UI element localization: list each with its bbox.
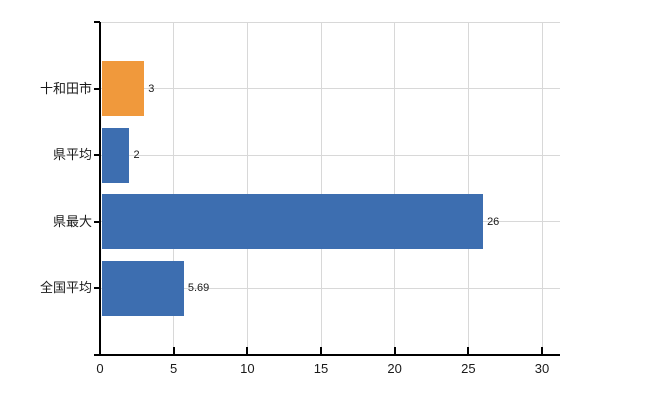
x-gridline: [320, 22, 322, 354]
x-axis-tick: [172, 347, 175, 354]
bar-十和田市: [102, 61, 145, 116]
x-tick-label: 0: [96, 361, 104, 376]
x-tick-label: 30: [534, 361, 550, 376]
x-tick-label: 5: [170, 361, 178, 376]
y-axis-tick: [94, 21, 100, 23]
y-gridline: [100, 154, 560, 156]
x-axis-line: [94, 354, 560, 356]
plot-top-border: [100, 21, 560, 23]
y-axis-line: [99, 22, 101, 356]
bar-value-label: 5.69: [187, 282, 210, 294]
category-label: 十和田市: [39, 80, 92, 96]
x-tick-label: 10: [240, 361, 255, 376]
bar-県最大: [102, 194, 484, 249]
y-axis-tick: [94, 87, 100, 90]
x-axis-tick: [393, 347, 396, 354]
bar-value-label: 26: [487, 215, 500, 228]
x-tick-label: 15: [313, 361, 329, 376]
x-gridline: [394, 22, 396, 354]
category-label: 県最大: [52, 213, 92, 229]
y-gridline: [100, 88, 560, 89]
y-axis-tick: [94, 154, 100, 156]
bar-value-label: 2: [133, 149, 140, 161]
x-gridline: [541, 22, 543, 354]
x-axis-tick: [541, 347, 543, 354]
x-axis-tick: [467, 347, 470, 354]
x-gridline: [173, 22, 175, 354]
bar-県平均: [102, 127, 130, 183]
category-label: 全国平均: [39, 280, 92, 295]
x-gridline: [467, 22, 469, 354]
bar-全国平均: [102, 260, 184, 316]
bar-value-label: 3: [148, 82, 155, 95]
x-gridline: [246, 22, 248, 354]
x-tick-label: 20: [387, 361, 402, 376]
y-axis-tick: [94, 287, 100, 289]
y-axis-tick: [94, 220, 100, 223]
x-axis-tick: [246, 347, 249, 354]
x-axis-tick: [320, 347, 322, 354]
y-gridline: [100, 287, 560, 289]
x-tick-label: 25: [461, 361, 476, 376]
category-label: 県平均: [52, 147, 92, 162]
